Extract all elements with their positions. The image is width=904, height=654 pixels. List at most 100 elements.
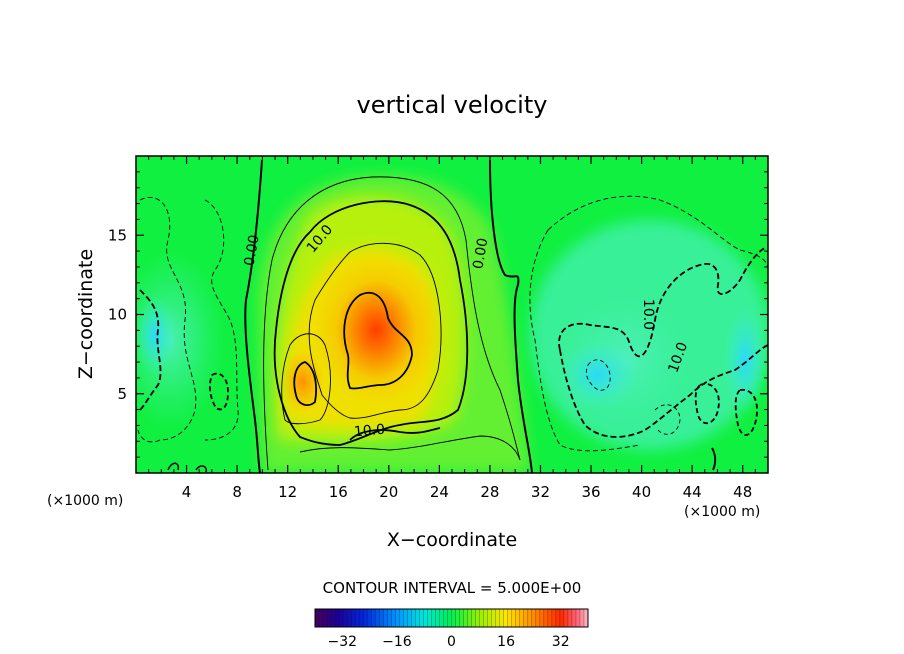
colorbar-segment xyxy=(339,609,344,627)
x-tick-label: 12 xyxy=(278,483,297,501)
colorbar-segment xyxy=(495,609,501,627)
neg-contour-east-small xyxy=(694,383,720,424)
colorbar-segment xyxy=(499,609,505,627)
colorbar-frame xyxy=(314,608,589,628)
contour-20 xyxy=(281,333,331,425)
colorbar-segment xyxy=(367,609,372,627)
downdraft-core-east xyxy=(723,305,767,415)
colorbar-tick-label: 32 xyxy=(552,634,570,650)
contour-5-base xyxy=(299,435,521,461)
colorbar-segment xyxy=(467,609,473,627)
colorbar-segment xyxy=(363,609,368,627)
x-tick-label: 4 xyxy=(182,483,192,501)
colorbar-segment xyxy=(519,609,525,627)
colorbar-tick-label: −16 xyxy=(382,634,412,650)
colorbar-segment xyxy=(575,609,581,627)
neg-contour-east-small3 xyxy=(654,404,681,435)
contour-interval-text: CONTOUR INTERVAL = 5.000E+00 xyxy=(323,579,582,597)
x-tick-label: 40 xyxy=(632,483,651,501)
colorbar-segment xyxy=(555,609,561,627)
y-tick-label: 10 xyxy=(108,306,127,324)
updraft-secondary-core xyxy=(281,350,325,414)
y-tick-label: 5 xyxy=(117,385,127,403)
y-tick-label: 15 xyxy=(108,226,127,244)
colorbar-segment xyxy=(323,609,328,627)
colorbar-segment xyxy=(399,609,404,627)
contour-10 xyxy=(273,200,469,446)
colorbar-segment xyxy=(455,609,461,627)
colorbar-segment xyxy=(319,609,324,627)
y-axis-label: Z−coordinate xyxy=(75,249,97,379)
colorbar-segment xyxy=(327,609,332,627)
colorbar-segment xyxy=(343,609,348,627)
colorbar-segment xyxy=(451,609,457,627)
colorbar-segment xyxy=(543,609,549,627)
downdraft-core xyxy=(558,340,638,410)
x-unit-right: (×1000 m) xyxy=(684,504,760,520)
colorbar-segment xyxy=(411,609,416,627)
colorbar xyxy=(314,608,589,628)
colorbar-segment xyxy=(375,609,380,627)
neg-contour-east-outer xyxy=(547,195,768,271)
colorbar-tick-label: 0 xyxy=(447,634,456,650)
colorbar-segment xyxy=(483,609,489,627)
colorbar-segment xyxy=(491,609,497,627)
colorbar-segment xyxy=(571,609,577,627)
colorbar-ticks: −32 −16 0 16 32 xyxy=(328,634,570,650)
colorbar-segment xyxy=(447,609,452,627)
contour-5 xyxy=(263,176,521,471)
x-tick-label: 20 xyxy=(379,483,398,501)
colorbar-segment xyxy=(383,609,388,627)
colorbar-segment xyxy=(439,609,444,627)
contour-25-west xyxy=(293,361,318,406)
contour-label: 0.00 xyxy=(470,237,491,270)
x-tick-label: 44 xyxy=(683,483,702,501)
colorbar-segment xyxy=(531,609,537,627)
neg-contour-east-10b xyxy=(559,344,768,438)
colorbar-segment xyxy=(547,609,553,627)
colorbar-segment xyxy=(459,609,465,627)
colorbar-segment xyxy=(403,609,408,627)
colorbar-segment xyxy=(507,609,513,627)
colorbar-segment xyxy=(379,609,384,627)
colorbar-tick-label: 16 xyxy=(497,634,515,650)
colorbar-segment xyxy=(567,609,573,627)
contour-label: 10.0 xyxy=(353,422,385,441)
colorbar-segment xyxy=(511,609,517,627)
colorbar-segment xyxy=(523,609,529,627)
colorbar-segment xyxy=(527,609,533,627)
chart-title: vertical velocity xyxy=(357,91,548,119)
colorbar-segment xyxy=(431,609,436,627)
updraft-core xyxy=(336,280,416,380)
x-tick-label: 28 xyxy=(480,483,499,501)
colorbar-segment xyxy=(407,609,412,627)
colorbar-segment xyxy=(583,609,589,627)
x-axis: 4 8 12 16 20 24 28 32 36 40 44 48 xyxy=(148,156,756,501)
colorbar-segment xyxy=(471,609,477,627)
zero-contour-east-small xyxy=(711,447,717,471)
colorbar-segment xyxy=(423,609,428,627)
colorbar-segment xyxy=(347,609,352,627)
neg-contour-west-outer xyxy=(137,197,197,443)
colorbar-segment xyxy=(427,609,432,627)
x-tick-label: 48 xyxy=(733,483,752,501)
colorbar-segment xyxy=(539,609,545,627)
colorbar-segment xyxy=(443,609,448,627)
colorbar-segment xyxy=(355,609,360,627)
colorbar-segment xyxy=(419,609,424,627)
colorbar-segment xyxy=(463,609,469,627)
x-tick-label: 8 xyxy=(232,483,242,501)
x-tick-label: 24 xyxy=(430,483,449,501)
colorbar-segment xyxy=(487,609,493,627)
x-tick-label: 36 xyxy=(581,483,600,501)
neg-contour-east-outer2 xyxy=(529,229,641,452)
colorbar-segment xyxy=(351,609,356,627)
contour-25 xyxy=(343,291,413,390)
neg-contour-east-loop xyxy=(585,359,611,391)
neg-contour-west-loop xyxy=(209,372,229,411)
neg-contour-east-small2 xyxy=(734,388,758,436)
colorbar-segment xyxy=(415,609,420,627)
contour-10-base xyxy=(349,427,441,441)
